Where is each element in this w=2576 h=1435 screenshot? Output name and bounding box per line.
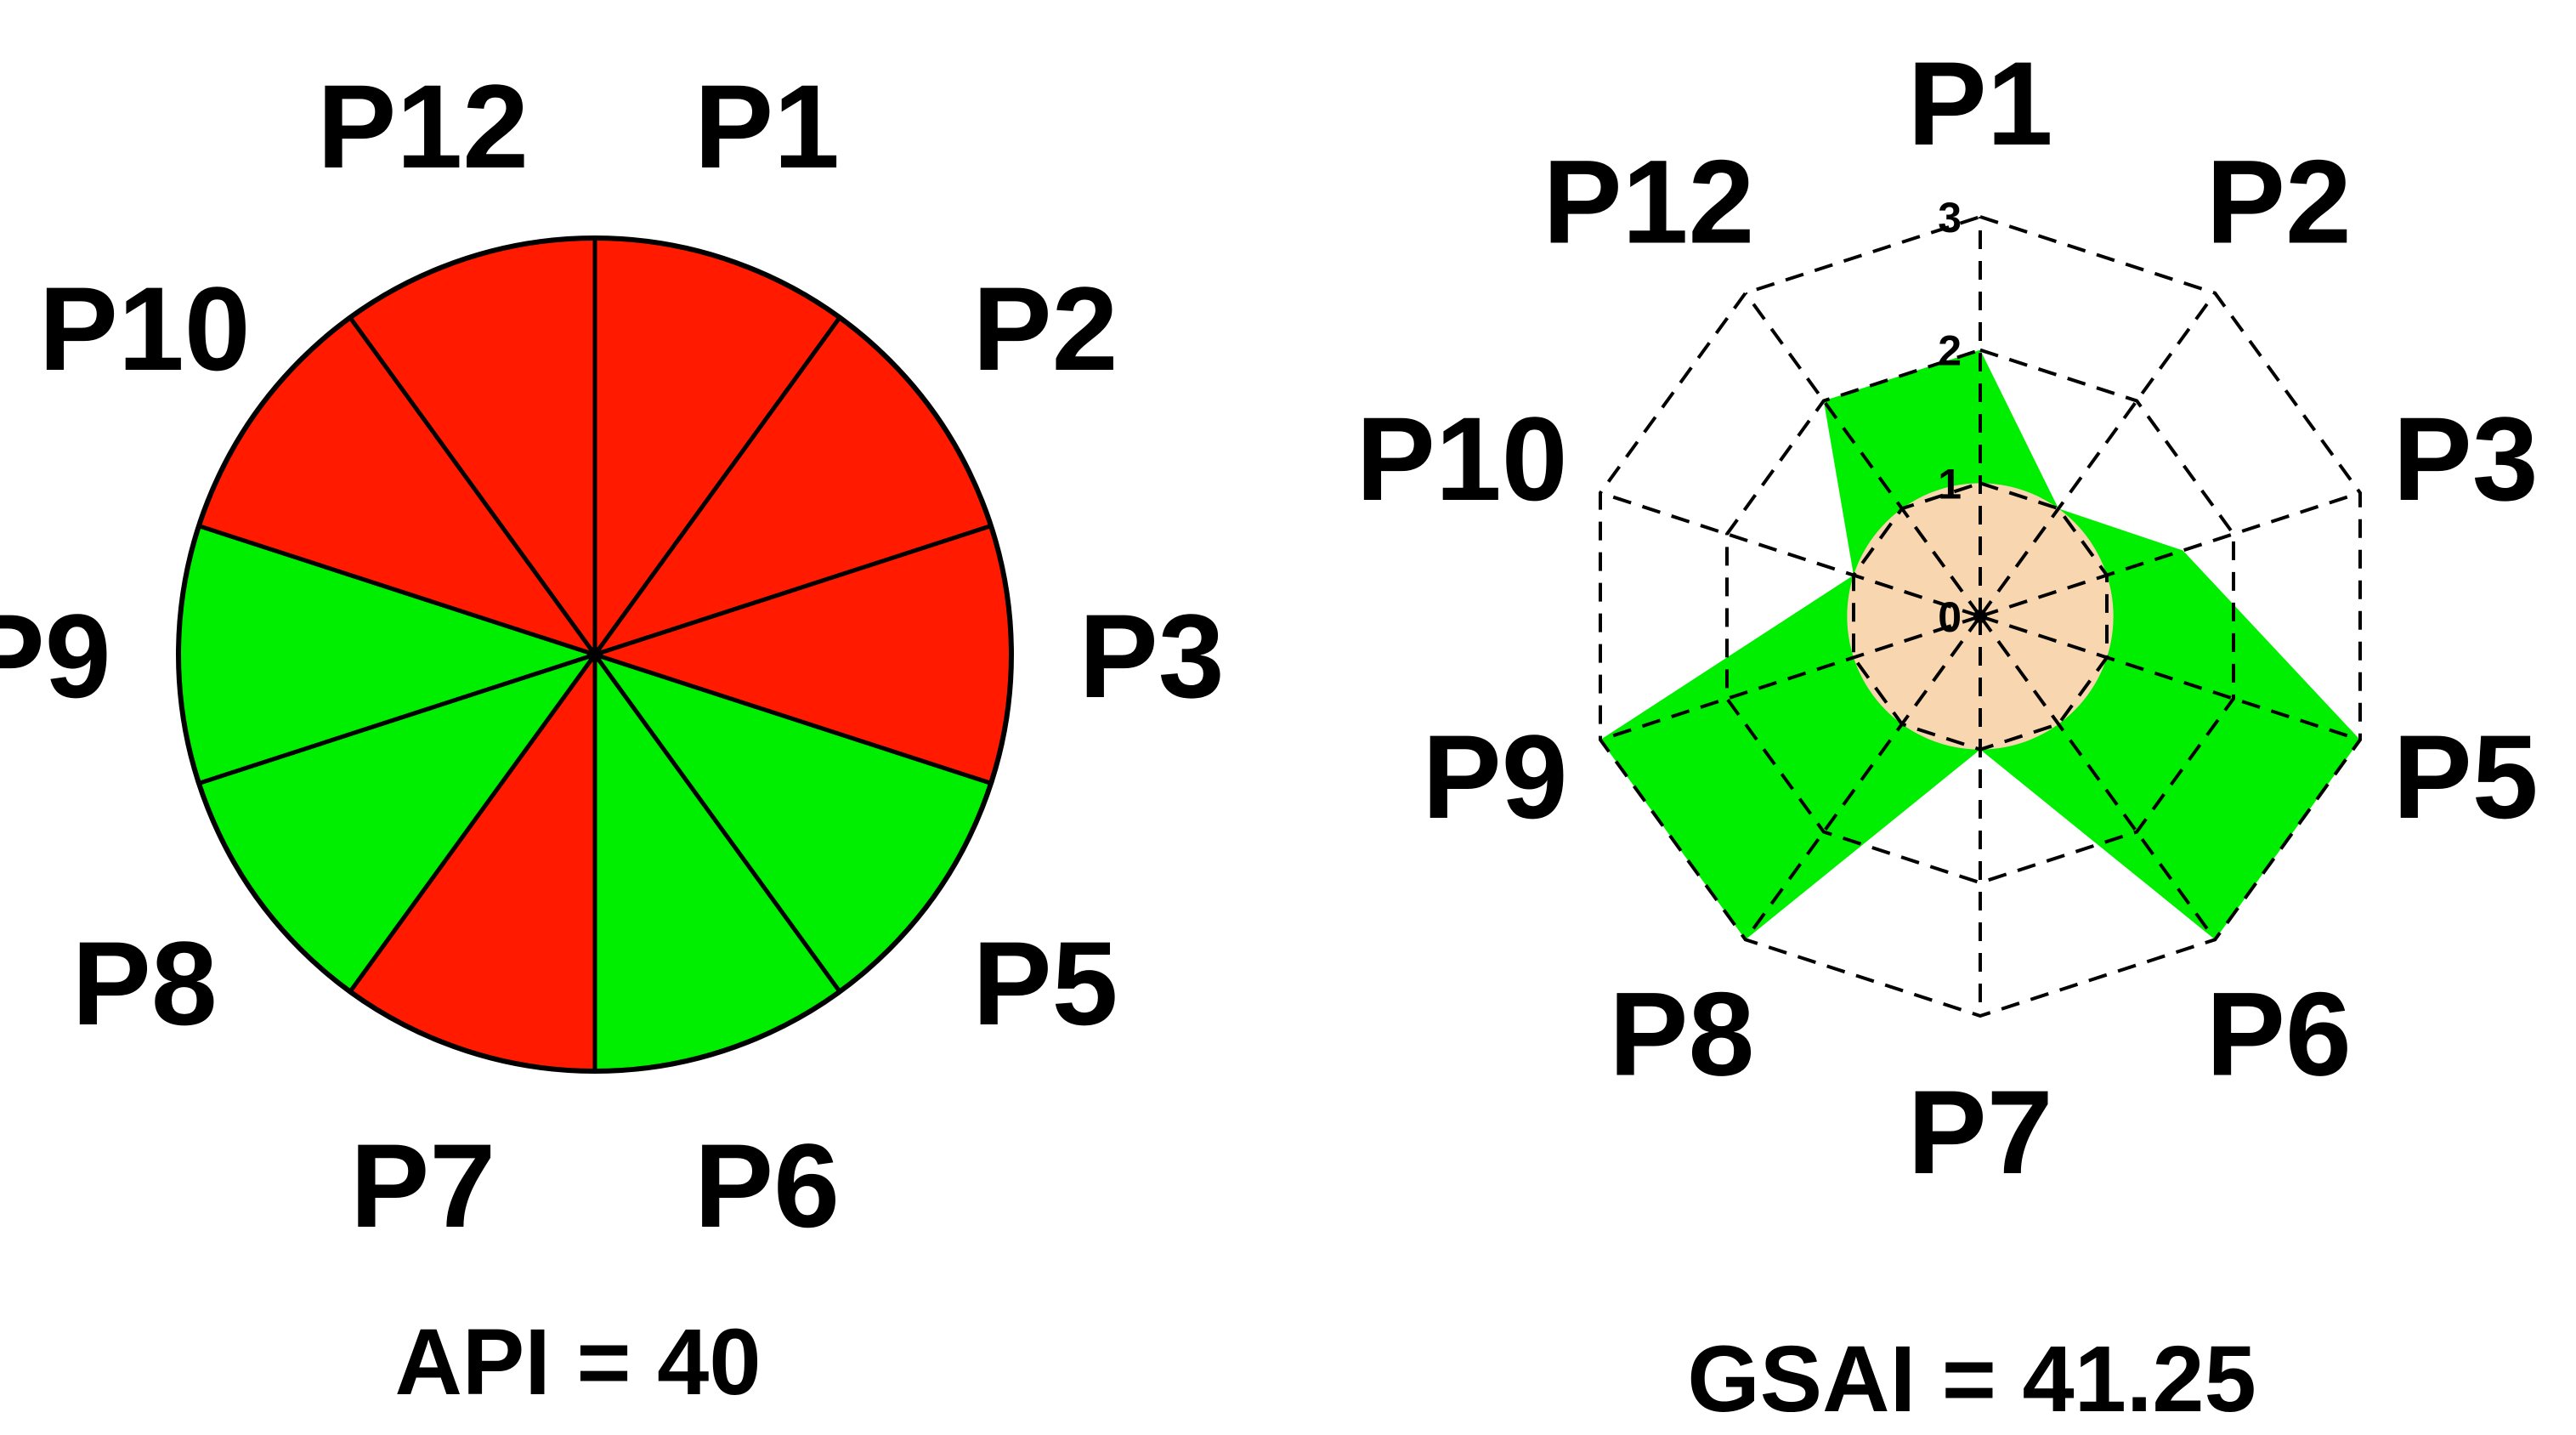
radar-spoke-p10 xyxy=(1599,491,1981,618)
radar-label-p12: P12 xyxy=(1543,135,1754,269)
radar-label-p6: P6 xyxy=(2206,967,2352,1100)
pie-outline xyxy=(176,235,1014,1074)
pie-center xyxy=(587,647,603,662)
radar-tick-3: 3 xyxy=(1938,194,1962,241)
pie-chart: P1 P2 P3 P5 P6 P7 P8 P9 P10 P12 xyxy=(0,60,1225,1252)
pie-label-p9: P9 xyxy=(0,589,111,723)
pie-label-p7: P7 xyxy=(350,1119,495,1252)
gsai-caption: GSAI = 41.25 xyxy=(1687,1327,2256,1432)
radar-label-p7: P7 xyxy=(1907,1065,2052,1199)
radar-spoke-p12 xyxy=(1744,292,1982,618)
radar-spoke-p2 xyxy=(1979,292,2216,618)
radar-spoke-p8 xyxy=(1744,615,1982,941)
radar-label-p2: P2 xyxy=(2206,135,2352,269)
pie-label-p1: P1 xyxy=(694,60,840,193)
radar-label-p9: P9 xyxy=(1422,710,1567,843)
pie-label-p10: P10 xyxy=(39,262,251,395)
pie-label-p5: P5 xyxy=(972,916,1118,1050)
api-caption: API = 40 xyxy=(394,1310,761,1415)
pie-label-p12: P12 xyxy=(317,60,529,193)
pie-label-p3: P3 xyxy=(1079,589,1224,723)
radar-chart: 0 1 2 3 P1 P2 P3 P5 P6 P7 P8 P9 P10 P12 xyxy=(1356,37,2539,1199)
pie-label-p8: P8 xyxy=(71,916,217,1050)
pie-label-p2: P2 xyxy=(972,262,1118,395)
radar-tick-2: 2 xyxy=(1938,327,1962,375)
radar-label-p1: P1 xyxy=(1907,37,2052,170)
radar-spoke-p3 xyxy=(1979,491,2361,618)
radar-spoke-p6 xyxy=(1979,615,2216,941)
radar-label-p3: P3 xyxy=(2392,392,2538,525)
radar-tick-0: 0 xyxy=(1938,593,1962,641)
radar-tick-1: 1 xyxy=(1938,460,1962,508)
radar-spoke-p5 xyxy=(1979,615,2361,742)
pie-label-p6: P6 xyxy=(694,1119,840,1252)
radar-label-p10: P10 xyxy=(1356,392,1568,525)
radar-center xyxy=(1973,610,1987,623)
radar-label-p8: P8 xyxy=(1609,967,1754,1100)
radar-spoke-p9 xyxy=(1599,615,1981,742)
radar-label-p5: P5 xyxy=(2392,710,2538,843)
